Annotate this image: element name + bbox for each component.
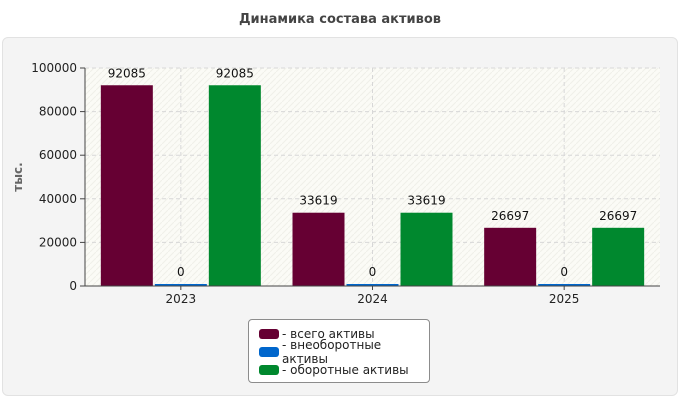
data-label: 0 [369, 265, 377, 279]
x-tick-label: 2023 [166, 292, 197, 306]
y-tick-label: 40000 [39, 192, 77, 206]
y-tick-label: 20000 [39, 235, 77, 249]
legend-swatch [259, 347, 279, 357]
x-tick-label: 2025 [549, 292, 580, 306]
data-label: 92085 [108, 66, 146, 80]
data-label: 26697 [491, 209, 529, 223]
y-tick-label: 0 [69, 279, 77, 293]
chart-title: Динамика состава активов [238, 12, 442, 27]
x-tick-label: 2024 [357, 292, 388, 306]
legend-swatch [259, 365, 279, 375]
data-label: 26697 [599, 209, 637, 223]
legend-item: - всего активы [259, 325, 429, 343]
legend-label: - оборотные активы [282, 363, 409, 377]
data-label: 0 [560, 265, 568, 279]
bar [100, 85, 153, 286]
legend-label: - внеоборотные активы [282, 338, 382, 366]
bar [400, 212, 453, 286]
y-tick-label: 60000 [39, 148, 77, 162]
legend-item: - оборотные активы [259, 361, 429, 379]
legend-item: - внеоборотные активы [259, 338, 429, 366]
bar [346, 284, 399, 286]
y-tick-label: 100000 [31, 61, 77, 75]
bar [154, 284, 207, 286]
legend-label: - всего активы [282, 327, 375, 341]
y-tick-label: 80000 [39, 105, 77, 119]
data-label: 33619 [407, 194, 445, 208]
y-axis-label: тыс. [11, 162, 25, 191]
data-label: 0 [177, 265, 185, 279]
bar [538, 284, 591, 286]
data-label: 92085 [216, 66, 254, 80]
bar [592, 227, 645, 286]
chart-legend: - всего активы - внеоборотные активы - обо… [248, 319, 430, 383]
bar [484, 227, 537, 286]
bar [208, 85, 261, 286]
bar [292, 212, 345, 286]
data-label: 33619 [299, 194, 337, 208]
legend-swatch [259, 329, 279, 339]
